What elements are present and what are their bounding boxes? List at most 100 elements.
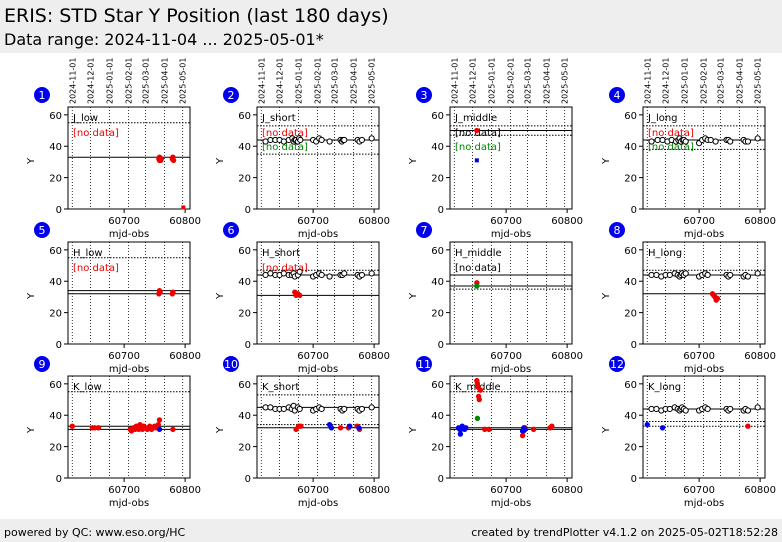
y-tick-label: 0: [438, 340, 444, 351]
y-tick-label: 40: [624, 277, 637, 288]
panel-label: H_middle: [455, 248, 502, 259]
x-tick-label: 60800: [358, 351, 390, 362]
date-tick-label: 2025-03-01: [523, 58, 532, 105]
data-point: [727, 138, 734, 145]
y-axis-label: Y: [26, 426, 37, 434]
y-tick-label: 40: [238, 277, 251, 288]
panel-label: J_middle: [454, 113, 497, 124]
y-tick-label: 0: [631, 474, 637, 485]
y-tick-label: 40: [624, 411, 637, 422]
plot-frame: [642, 241, 766, 345]
plot-frame: [256, 241, 380, 345]
panel-number: 12: [610, 358, 624, 371]
x-axis-label: mjd-obs: [491, 229, 531, 240]
date-tick-label: 2024-11-01: [643, 58, 652, 105]
panel-label: K_low: [73, 382, 102, 393]
y-tick-label: 60: [49, 246, 62, 257]
panel-number-badge: [416, 87, 432, 103]
date-tick-label: 2025-04-01: [735, 58, 744, 105]
panel-number-badge: [609, 87, 625, 103]
date-tick-label: 2025-04-01: [349, 58, 358, 105]
plot-frame: [256, 106, 380, 210]
y-tick-label: 60: [238, 380, 251, 391]
y-tick-label: 60: [49, 111, 62, 122]
date-tick-label: 2025-04-01: [160, 58, 169, 105]
plot-frame: [256, 375, 380, 479]
panel-number: 2: [228, 89, 235, 102]
data-point: [328, 425, 335, 431]
y-tick-label: 60: [431, 111, 444, 122]
x-tick-label: 60700: [297, 351, 329, 362]
no-data-label: [no data]: [73, 128, 119, 139]
x-tick-label: 60700: [108, 485, 140, 496]
data-point: [744, 138, 752, 145]
data-point: [754, 135, 761, 142]
data-point: [648, 138, 655, 145]
panel-number: 6: [228, 224, 235, 237]
data-point: [170, 426, 176, 433]
x-tick-label: 60800: [358, 485, 390, 496]
no-data-label: [no data]: [455, 142, 501, 153]
x-tick-label: 60700: [297, 216, 329, 227]
y-tick-label: 60: [624, 380, 637, 391]
panel-label: H_short: [262, 248, 300, 259]
data-point: [69, 423, 75, 429]
data-point: [477, 387, 484, 393]
y-tick-label: 20: [49, 174, 62, 185]
data-point: [296, 268, 303, 275]
date-tick-label: 2025-03-01: [330, 58, 339, 105]
data-point: [744, 273, 752, 280]
no-data-label: [no data]: [73, 263, 119, 274]
plot-frame: [642, 106, 766, 210]
x-axis-label: mjd-obs: [491, 364, 531, 375]
date-tick-label: 2025-03-01: [141, 58, 150, 105]
y-tick-label: 60: [238, 111, 251, 122]
y-tick-label: 60: [624, 246, 637, 257]
date-tick-label: 2024-12-01: [469, 58, 478, 105]
y-tick-label: 20: [431, 309, 444, 320]
data-point: [704, 405, 711, 413]
plot-frame: [449, 241, 573, 345]
panel-label: J_long: [647, 113, 678, 124]
y-tick-label: 40: [624, 142, 637, 153]
data-point: [727, 271, 734, 279]
y-tick-label: 60: [49, 380, 62, 391]
date-tick-label: 2024-12-01: [87, 58, 96, 105]
x-axis-label: mjd-obs: [109, 229, 149, 240]
y-tick-label: 40: [431, 142, 444, 153]
panel-number: 5: [39, 224, 46, 237]
x-tick-label: 60700: [108, 351, 140, 362]
y-tick-label: 40: [238, 142, 251, 153]
no-data-label: [no data]: [455, 128, 501, 139]
panel-number: 10: [224, 358, 238, 371]
data-point: [754, 404, 761, 411]
x-tick-label: 60700: [490, 351, 522, 362]
panel-number-badge: [34, 87, 50, 103]
x-tick-label: 60800: [744, 485, 776, 496]
x-axis-label: mjd-obs: [684, 364, 724, 375]
x-tick-label: 60800: [744, 351, 776, 362]
data-point: [549, 423, 555, 429]
data-point: [644, 421, 650, 428]
data-point: [704, 271, 711, 279]
x-tick-label: 60800: [358, 216, 390, 227]
data-point: [754, 270, 761, 277]
data-point: [297, 292, 303, 299]
data-point: [297, 136, 304, 144]
y-tick-label: 20: [624, 443, 637, 454]
y-axis-label: Y: [601, 292, 612, 300]
data-point: [298, 423, 304, 429]
panel-number: 9: [39, 358, 46, 371]
y-tick-label: 40: [238, 411, 251, 422]
x-tick-label: 60700: [297, 485, 329, 496]
date-tick-label: 2025-01-01: [487, 58, 496, 105]
data-point: [463, 425, 469, 431]
y-axis-label: Y: [215, 426, 226, 434]
page-title: ERIS: STD Star Y Position (last 180 days…: [4, 5, 389, 27]
data-point: [156, 426, 163, 433]
panel-label: H_long: [648, 248, 682, 259]
data-point: [368, 135, 375, 142]
data-point: [318, 405, 325, 413]
data-point: [358, 136, 366, 144]
y-axis-label: Y: [601, 426, 612, 434]
